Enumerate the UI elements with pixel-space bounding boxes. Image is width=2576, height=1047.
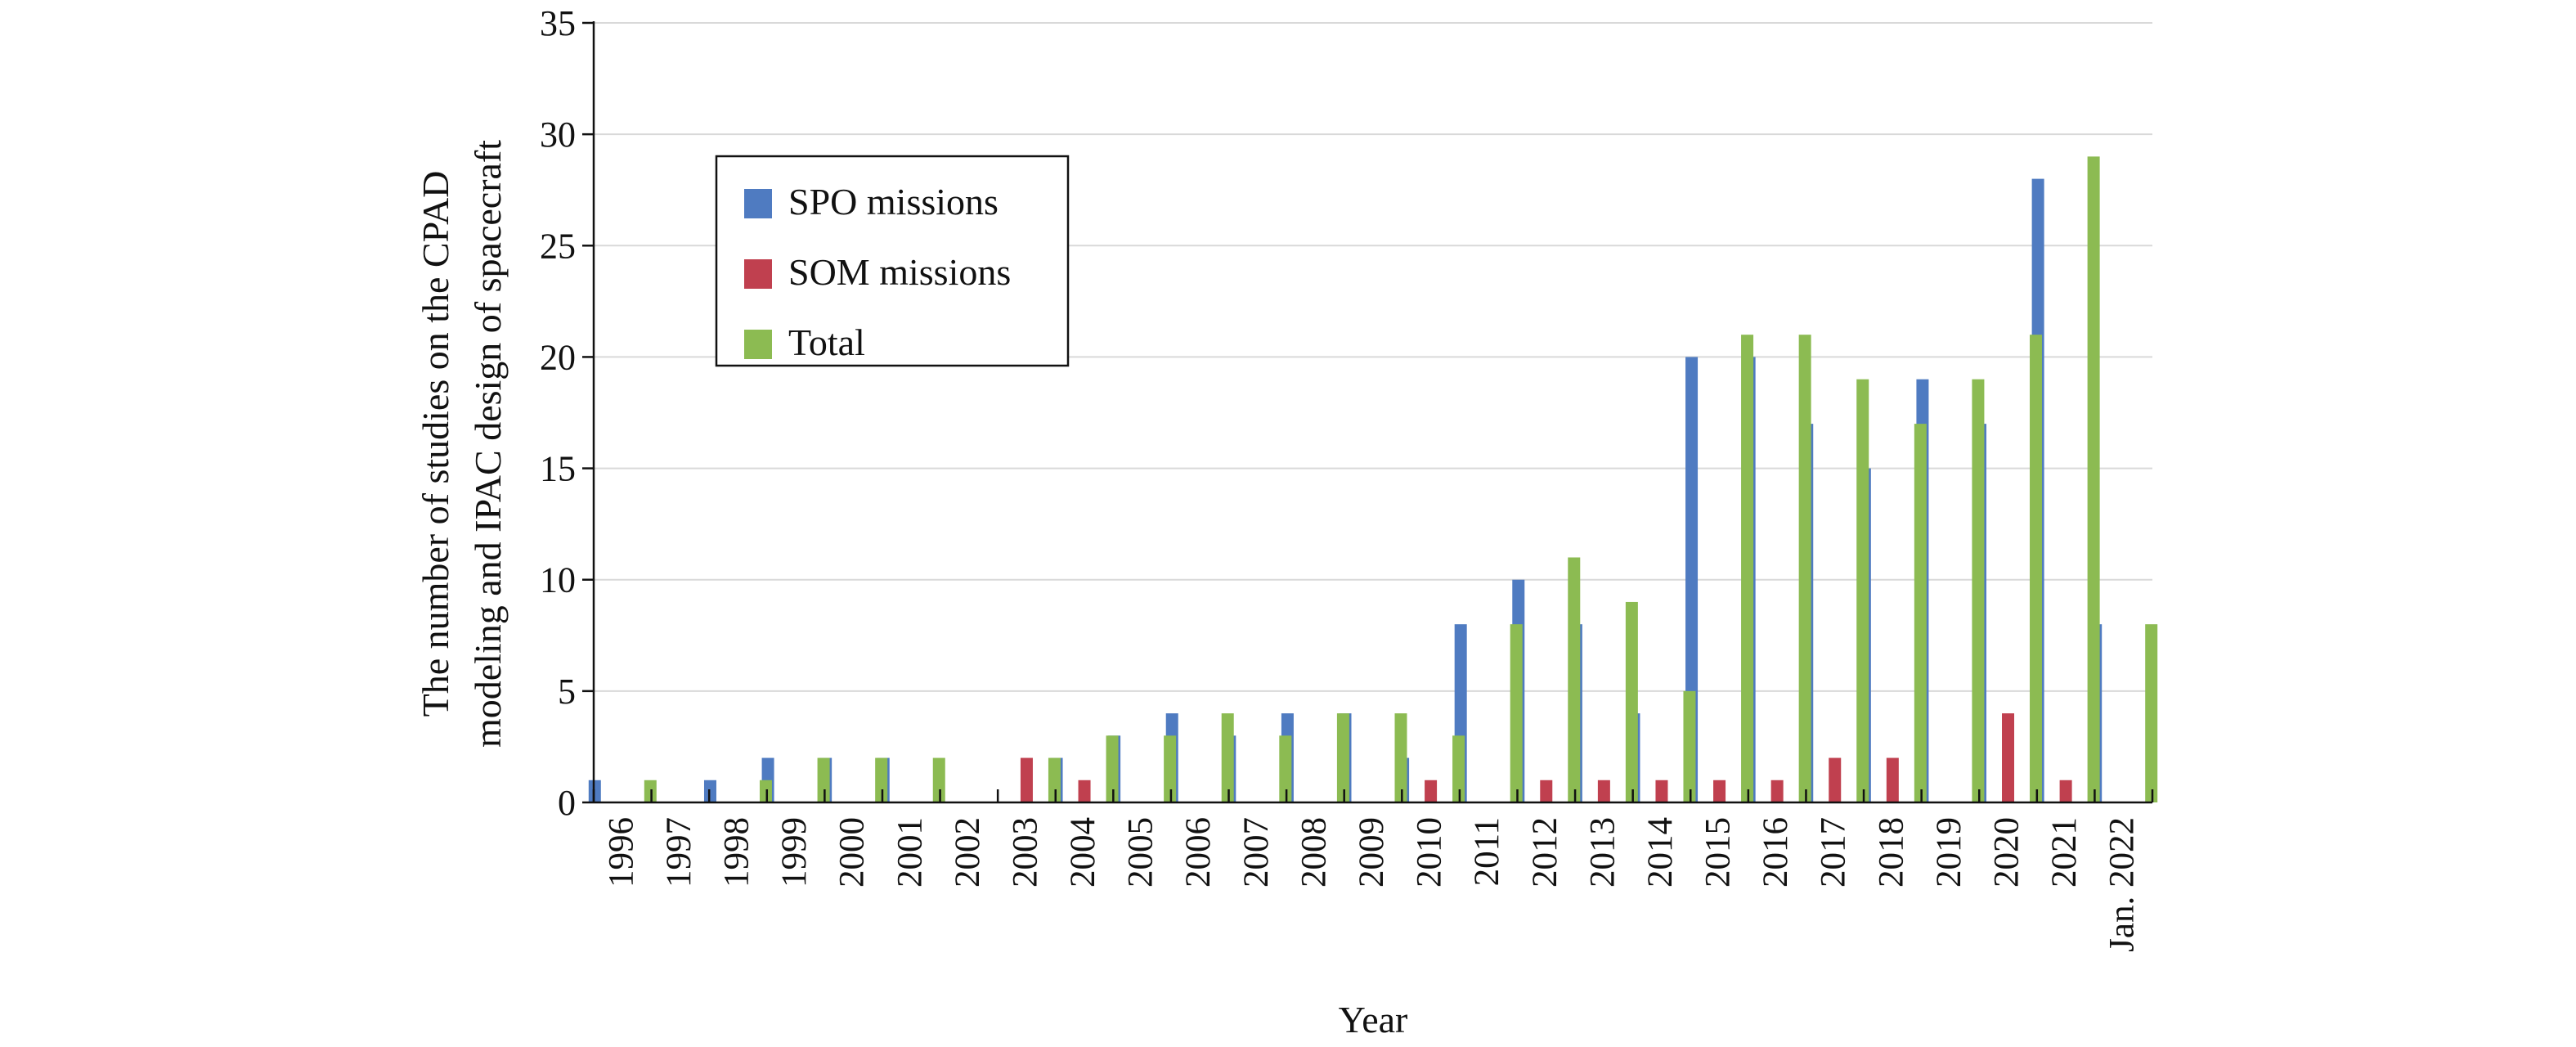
bar-som-missions-24 — [2002, 713, 2015, 802]
bar-total-19 — [1741, 335, 1754, 802]
y-axis-label-line-2: modeling and IPAC design of spacecraft — [467, 140, 509, 748]
bar-som-missions-20 — [1770, 780, 1784, 802]
bar-total-12 — [1336, 713, 1349, 802]
x-tick-label-14: 2010 — [1411, 817, 1449, 887]
x-tick-label-19: 2015 — [1699, 817, 1738, 887]
bar-som-missions-19 — [1713, 780, 1726, 802]
bar-total-7 — [1048, 757, 1061, 802]
bar-som-missions-17 — [1597, 780, 1610, 802]
bar-total-15 — [1510, 624, 1523, 802]
bar-som-missions-22 — [1886, 757, 1899, 802]
legend-swatch-som-missions — [744, 259, 772, 289]
bar-total-25 — [2087, 156, 2100, 802]
bar-total-26 — [2145, 624, 2158, 802]
bar-total-24 — [2030, 335, 2043, 802]
y-tick-label-0: 0 — [558, 783, 576, 823]
bar-total-9 — [1164, 735, 1177, 802]
bar-total-2 — [759, 780, 772, 802]
bar-total-22 — [1914, 424, 1927, 802]
legend: SPO missions SOM missions Total — [715, 155, 1070, 367]
bar-total-10 — [1221, 713, 1234, 802]
legend-swatch-spo-missions — [744, 189, 772, 218]
x-tick-label-2: 1998 — [717, 817, 756, 887]
x-tick-label-1: 1997 — [660, 817, 698, 887]
bar-total-13 — [1394, 713, 1407, 802]
x-tick-label-24: 2020 — [1988, 817, 2026, 887]
y-tick-label-1: 5 — [558, 672, 576, 712]
bar-total-16 — [1568, 557, 1581, 802]
bar-total-17 — [1625, 601, 1638, 802]
x-tick-label-3: 1999 — [775, 817, 814, 887]
bar-total-23 — [1972, 379, 1985, 803]
bar-som-missions-8 — [1078, 780, 1091, 802]
labels-layer: Year The number of studies on the CPAD mod… — [415, 140, 1407, 1040]
x-tick-label-25: 2021 — [2045, 817, 2084, 887]
x-tick-label-16: 2012 — [1526, 817, 1564, 887]
bars-layer — [588, 156, 2158, 803]
bar-som-missions-7 — [1020, 757, 1033, 802]
x-tick-label-22: 2018 — [1872, 817, 1910, 887]
x-tick-label-12: 2008 — [1295, 817, 1333, 887]
axes-layer — [592, 21, 2152, 804]
y-tick-label-5: 25 — [540, 226, 576, 266]
x-tick-label-10: 2006 — [1179, 817, 1218, 887]
x-tick-label-26: Jan. 2022 — [2103, 817, 2142, 952]
legend-box — [715, 155, 1070, 367]
bar-som-missions-25 — [2059, 780, 2072, 802]
bar-som-missions-18 — [1655, 780, 1668, 802]
y-tick-label-3: 15 — [540, 449, 576, 489]
x-tick-label-0: 1996 — [602, 817, 640, 887]
bar-total-11 — [1279, 735, 1292, 802]
x-axis-label: Year — [1339, 999, 1408, 1040]
x-tick-label-23: 2019 — [1930, 817, 1968, 887]
y-tick-label-4: 20 — [540, 337, 576, 377]
x-tick-label-7: 2003 — [1006, 817, 1044, 887]
y-tick-label-2: 10 — [540, 560, 576, 600]
bar-total-5 — [932, 757, 945, 802]
x-tick-label-8: 2004 — [1064, 817, 1102, 887]
y-tick-label-7: 35 — [540, 3, 576, 43]
x-tick-label-11: 2007 — [1237, 817, 1276, 887]
x-tick-label-5: 2001 — [891, 817, 929, 887]
bar-total-4 — [875, 757, 888, 802]
bar-total-8 — [1106, 735, 1119, 802]
x-tick-label-6: 2002 — [949, 817, 987, 887]
y-tick-label-6: 30 — [540, 115, 576, 155]
x-tick-label-21: 2017 — [1815, 817, 1853, 887]
x-tick-label-9: 2005 — [1122, 817, 1160, 887]
x-tick-label-17: 2013 — [1583, 817, 1622, 887]
y-axis-label-line-1: The number of studies on the CPAD — [415, 171, 456, 717]
x-tick-label-18: 2014 — [1641, 817, 1680, 887]
legend-label-som-missions: SOM missions — [788, 251, 1011, 293]
x-tick-label-13: 2009 — [1353, 817, 1391, 887]
bar-total-21 — [1856, 379, 1869, 803]
bar-spo-missions-2 — [703, 780, 716, 802]
bar-total-0 — [644, 780, 657, 802]
legend-swatch-total — [744, 330, 772, 359]
bar-total-20 — [1798, 335, 1811, 802]
bar-som-missions-14 — [1425, 780, 1438, 802]
legend-label-spo-missions: SPO missions — [788, 181, 999, 222]
bar-som-missions-21 — [1829, 757, 1842, 802]
bar-som-missions-16 — [1540, 780, 1553, 802]
bar-spo-missions-0 — [588, 780, 601, 802]
bar-total-14 — [1452, 735, 1465, 802]
x-tick-label-20: 2016 — [1757, 817, 1795, 887]
ticks-layer: 0 5 10 15 20 25 30 35 1996 1997 1998 1999 2000 2001 20… — [540, 3, 2154, 952]
legend-label-total: Total — [788, 321, 865, 363]
x-tick-label-15: 2011 — [1468, 817, 1506, 886]
x-tick-label-4: 2000 — [833, 817, 872, 887]
bar-total-18 — [1683, 690, 1696, 802]
bar-total-3 — [817, 757, 830, 802]
